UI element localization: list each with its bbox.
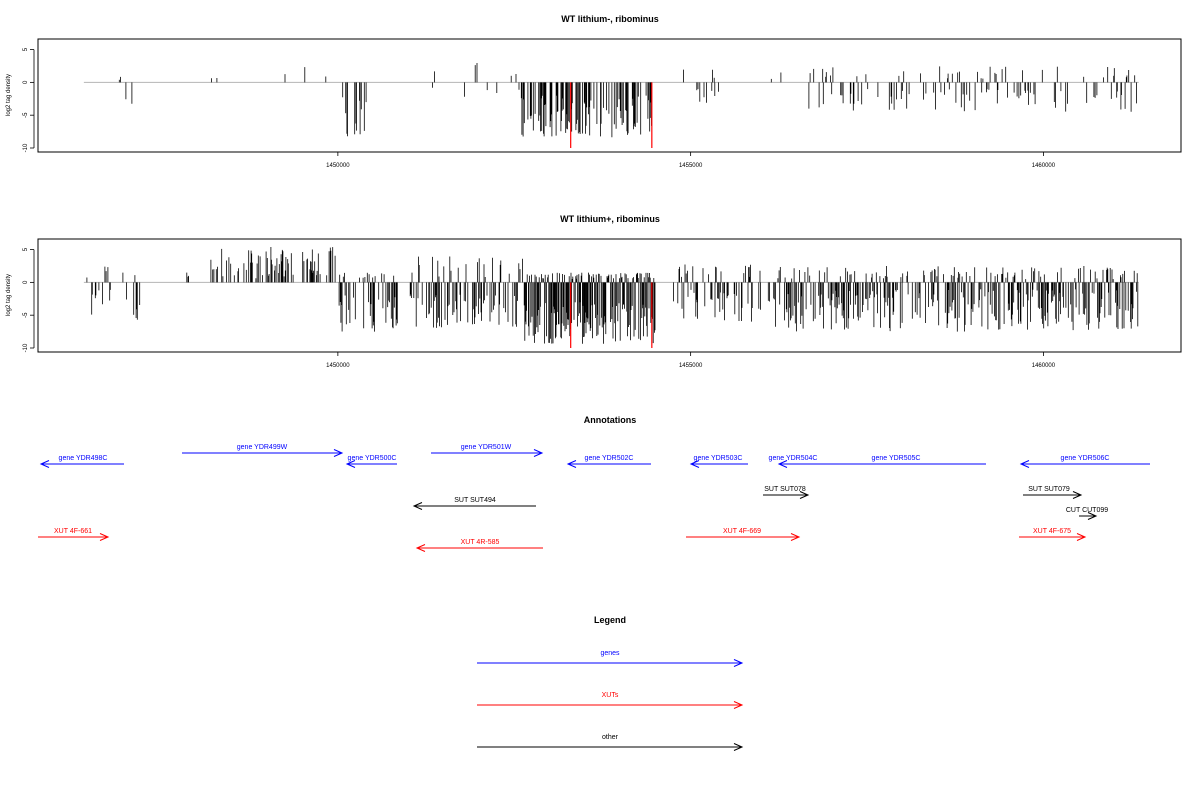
annotations-title: Annotations <box>584 415 637 425</box>
arrow-head <box>415 544 426 552</box>
arrow-head <box>412 502 423 510</box>
arrow-head <box>790 533 801 541</box>
plot-frame <box>37 38 1182 153</box>
feature-label: XUT 4R-585 <box>461 539 500 546</box>
x-tick-label: 1455000 <box>679 363 703 369</box>
arrow-head <box>689 460 700 468</box>
highlight-bars <box>570 282 653 348</box>
arrow-head <box>733 659 744 667</box>
arrow-head <box>733 743 744 751</box>
legend-items: genes XUTs other <box>477 650 744 751</box>
arrow-head <box>799 491 810 499</box>
highlight-bars <box>570 82 653 148</box>
legend-label: genes <box>600 650 620 657</box>
bar-series <box>83 247 1139 344</box>
axes: -10 -5 0 5 1450000 1455000 1460000 <box>23 247 1056 369</box>
arrow-head <box>39 460 50 468</box>
y-axis-label: log2 tag density <box>6 74 12 116</box>
x-tick-label: 1455000 <box>679 163 703 169</box>
arrow-head <box>566 460 577 468</box>
feature-label: gene YDR501W <box>461 444 512 451</box>
arrow-head <box>99 533 110 541</box>
track-panel-lithium-minus: WT lithium-, ribominus log2 tag density … <box>6 14 1182 169</box>
arrow-head <box>1087 512 1098 520</box>
arrow-head <box>345 460 356 468</box>
feature-label: XUT 4F-661 <box>54 528 92 535</box>
arrow-head <box>1076 533 1087 541</box>
legend-title: Legend <box>594 615 626 625</box>
feature-label: gene YDR503C <box>694 455 743 462</box>
arrow-head <box>1019 460 1030 468</box>
arrow-head <box>777 460 788 468</box>
feature-label: SUT SUT494 <box>454 497 496 504</box>
y-tick-label: -10 <box>23 343 29 352</box>
y-axis-label: log2 tag density <box>6 274 12 316</box>
feature-label: gene YDR499W <box>237 444 288 451</box>
arrow-head <box>533 449 544 457</box>
arrow-head <box>333 449 344 457</box>
y-tick-label: 0 <box>23 280 29 284</box>
bar-series <box>83 63 1139 138</box>
y-tick-label: 5 <box>23 247 29 251</box>
arrow-head <box>733 701 744 709</box>
feature-label: XUT 4F-675 <box>1033 528 1071 535</box>
feature-label: gene YDR505C <box>872 455 921 462</box>
x-tick-label: 1460000 <box>1032 363 1056 369</box>
legend-label: other <box>602 734 619 741</box>
feature-label: gene YDR502C <box>585 455 634 462</box>
feature-label: gene YDR504C <box>769 455 818 462</box>
x-tick-label: 1450000 <box>326 363 350 369</box>
y-tick-label: -5 <box>23 112 29 118</box>
y-tick-label: -5 <box>23 312 29 318</box>
y-tick-label: 5 <box>23 47 29 51</box>
arrow-head <box>1072 491 1083 499</box>
feature-label: gene YDR506C <box>1061 455 1110 462</box>
feature-label: gene YDR498C <box>59 455 108 462</box>
x-tick-label: 1450000 <box>326 163 350 169</box>
axes: -10 -5 0 5 1450000 1455000 1460000 <box>23 47 1056 169</box>
panel-title: WT lithium+, ribominus <box>560 214 660 224</box>
x-tick-label: 1460000 <box>1032 163 1056 169</box>
annotation-features: gene YDR498C gene YDR499W gene YDR500C gene… <box>38 444 1150 552</box>
feature-label: SUT SUT078 <box>764 486 806 493</box>
feature-label: CUT CUT099 <box>1066 507 1108 514</box>
track-panel-lithium-plus: WT lithium+, ribominus log2 tag density … <box>6 214 1182 369</box>
feature-label: SUT SUT079 <box>1028 486 1070 493</box>
panel-title: WT lithium-, ribominus <box>561 14 659 24</box>
feature-label: gene YDR500C <box>348 455 397 462</box>
feature-label: XUT 4F-669 <box>723 528 761 535</box>
legend-section: Legend genes XUTs other <box>477 615 744 751</box>
y-tick-label: 0 <box>23 80 29 84</box>
y-tick-label: -10 <box>23 143 29 152</box>
legend-label: XUTs <box>602 692 619 699</box>
